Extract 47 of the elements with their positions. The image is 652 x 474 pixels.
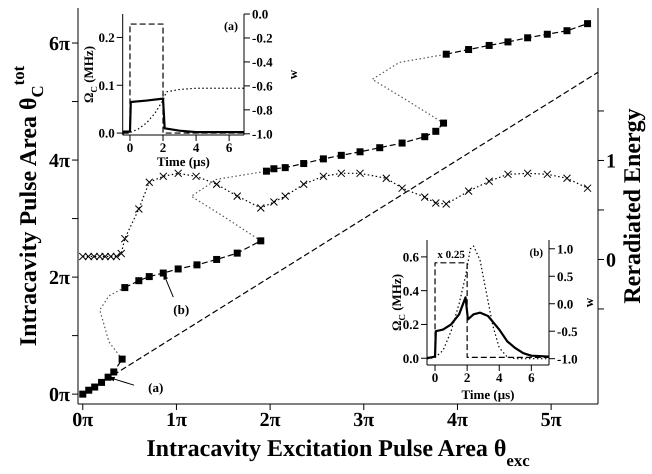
y-tick-label: 0.2 — [98, 30, 115, 46]
y2-axis-title: w — [284, 69, 300, 80]
y-tick-label: 0.1 — [98, 78, 115, 93]
x-tick-label: 4 — [496, 370, 503, 386]
y-tick-label: 0.0 — [402, 350, 419, 366]
y2-tick-label: 0.0 — [252, 6, 268, 22]
y2-tick-label: 1.0 — [557, 241, 574, 256]
y2-tick-label: 1 — [606, 150, 616, 173]
x-axis-title: Time (μs) — [156, 154, 210, 169]
y2-axis-title: w — [580, 297, 596, 308]
y-tick-label: 6π — [49, 33, 70, 56]
y2-tick-label: -1.0 — [252, 126, 273, 142]
y2-tick-label: -0.4 — [252, 54, 274, 70]
x-axis-title: Time (μs) — [462, 387, 514, 402]
x-tick-label: 0π — [72, 409, 94, 432]
annotation: (b) — [173, 302, 190, 318]
x-tick-label: 4 — [192, 140, 200, 156]
y2-tick-label: -0.2 — [252, 30, 273, 46]
x-tick-label: 0 — [126, 140, 134, 156]
y-tick-label: 0.6 — [402, 250, 420, 265]
x-tick-label: 3π — [353, 409, 374, 432]
y2-tick-label: 0.5 — [557, 268, 574, 284]
y2-tick-label: -1.0 — [557, 351, 578, 366]
x-tick-label: 1π — [166, 409, 187, 432]
x-tick-label: 6 — [528, 370, 536, 386]
annotation: (b) — [530, 247, 544, 259]
y-tick-label: 0π — [49, 384, 70, 406]
x-tick-label: 2 — [464, 370, 470, 386]
y-tick-label: 2π — [49, 267, 70, 290]
x-tick-label: 2 — [160, 140, 166, 156]
x-tick-label: 0 — [432, 370, 438, 386]
annotation: (a) — [148, 380, 164, 396]
y2-tick-label: 0.0 — [557, 296, 574, 312]
y2-tick-label: -0.5 — [557, 324, 578, 339]
y2-tick-label: 0 — [606, 250, 616, 272]
x-tick-label: 2π — [260, 409, 281, 432]
x-tick-label: 5π — [540, 409, 562, 432]
x-tick-label: 6 — [226, 140, 233, 156]
annotation: (a) — [224, 19, 238, 33]
x-axis-title: Intracavity Excitation Pulse Area θ$_{exc}$ — [146, 436, 530, 470]
y2-tick-label: -0.6 — [252, 78, 274, 94]
y-tick-label: 0.0 — [98, 126, 115, 141]
y2-tick-label: -0.8 — [252, 102, 274, 118]
y-tick-label: 0.4 — [402, 283, 420, 298]
annotation: x 0.25 — [437, 248, 466, 261]
y2-axis-title: Reradiated Energy — [620, 108, 646, 304]
x-tick-label: 4π — [446, 409, 468, 432]
